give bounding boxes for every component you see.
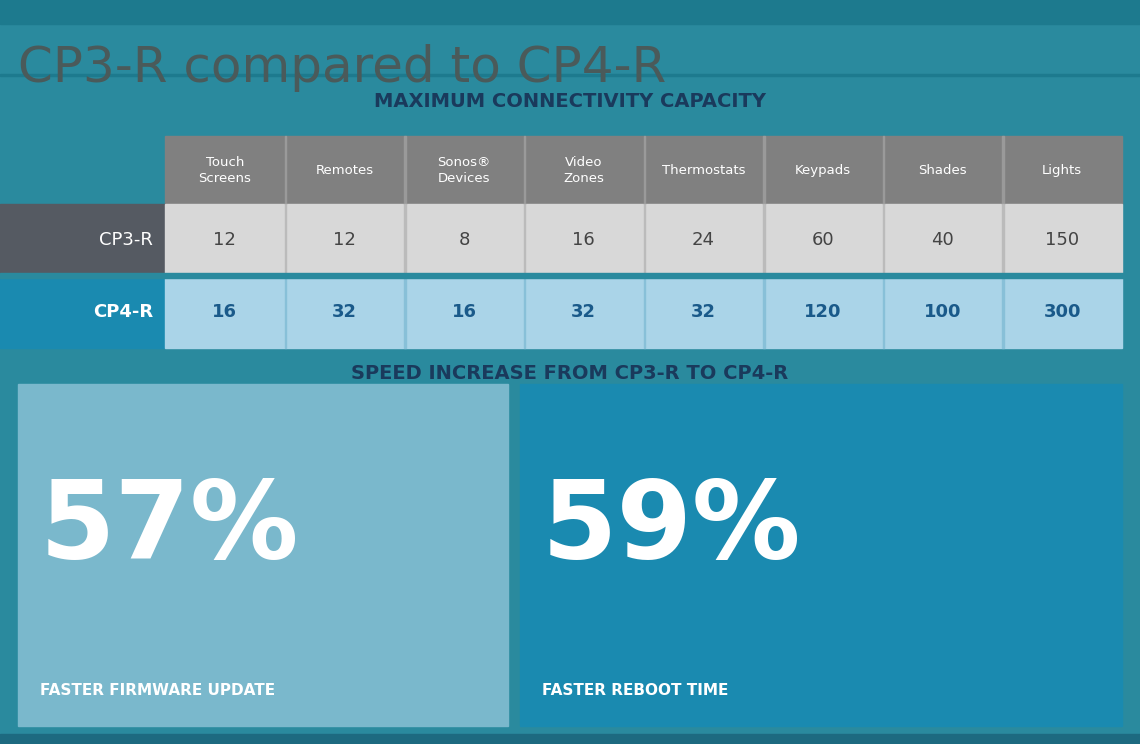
Text: 16: 16 [572, 231, 595, 249]
Text: 24: 24 [692, 231, 715, 249]
Text: 57%: 57% [40, 475, 300, 580]
Text: MAXIMUM CONNECTIVITY CAPACITY: MAXIMUM CONNECTIVITY CAPACITY [374, 92, 766, 111]
Text: 100: 100 [923, 303, 961, 321]
Bar [405, 276, 406, 348]
Bar [0, 204, 165, 276]
Bar [643, 136, 645, 204]
Text: Thermostats: Thermostats [661, 164, 746, 176]
Bar [520, 384, 1122, 726]
Bar [0, 74, 1140, 76]
Text: Remotes: Remotes [316, 164, 374, 176]
Text: 32: 32 [571, 303, 596, 321]
Text: FASTER REBOOT TIME: FASTER REBOOT TIME [542, 683, 728, 698]
Text: CP4-R: CP4-R [92, 303, 153, 321]
Text: Video
Zones: Video Zones [563, 155, 604, 185]
Bar [165, 136, 1122, 204]
Bar [643, 204, 645, 276]
Text: 12: 12 [213, 231, 236, 249]
Text: 60: 60 [812, 231, 834, 249]
Text: 32: 32 [332, 303, 357, 321]
Text: 16: 16 [451, 303, 477, 321]
Text: Touch
Screens: Touch Screens [198, 155, 251, 185]
Bar [763, 276, 765, 348]
Text: Keypads: Keypads [795, 164, 850, 176]
Bar [0, 0, 1140, 24]
Bar [165, 204, 1122, 276]
Bar [1002, 136, 1004, 204]
Bar [882, 204, 885, 276]
Bar [165, 276, 1122, 348]
Bar [285, 276, 286, 348]
Text: 120: 120 [804, 303, 841, 321]
Text: 40: 40 [931, 231, 954, 249]
Bar [405, 204, 406, 276]
Text: 150: 150 [1045, 231, 1080, 249]
Text: Lights: Lights [1042, 164, 1082, 176]
Bar [1002, 276, 1004, 348]
Bar [763, 204, 765, 276]
Text: 12: 12 [333, 231, 356, 249]
Text: FASTER FIRMWARE UPDATE: FASTER FIRMWARE UPDATE [40, 683, 275, 698]
Bar [882, 136, 885, 204]
Bar [0, 734, 1140, 744]
Bar [524, 204, 526, 276]
Bar [1002, 204, 1004, 276]
Bar [882, 276, 885, 348]
Text: 300: 300 [1043, 303, 1081, 321]
Text: 16: 16 [212, 303, 237, 321]
Bar [18, 384, 508, 726]
Bar [285, 204, 286, 276]
Text: CP3-R compared to CP4-R: CP3-R compared to CP4-R [18, 44, 666, 92]
Bar [405, 136, 406, 204]
Bar [524, 136, 526, 204]
Text: SPEED INCREASE FROM CP3-R TO CP4-R: SPEED INCREASE FROM CP3-R TO CP4-R [351, 364, 789, 383]
Text: Shades: Shades [918, 164, 967, 176]
Text: 8: 8 [458, 231, 470, 249]
Bar [0, 276, 165, 348]
Bar [0, 273, 1140, 278]
Text: Sonos®
Devices: Sonos® Devices [438, 155, 490, 185]
Bar [524, 276, 526, 348]
Bar [643, 276, 645, 348]
Text: CP3-R: CP3-R [99, 231, 153, 249]
Text: 32: 32 [691, 303, 716, 321]
Text: 59%: 59% [542, 475, 801, 580]
Bar [763, 136, 765, 204]
Bar [285, 136, 286, 204]
